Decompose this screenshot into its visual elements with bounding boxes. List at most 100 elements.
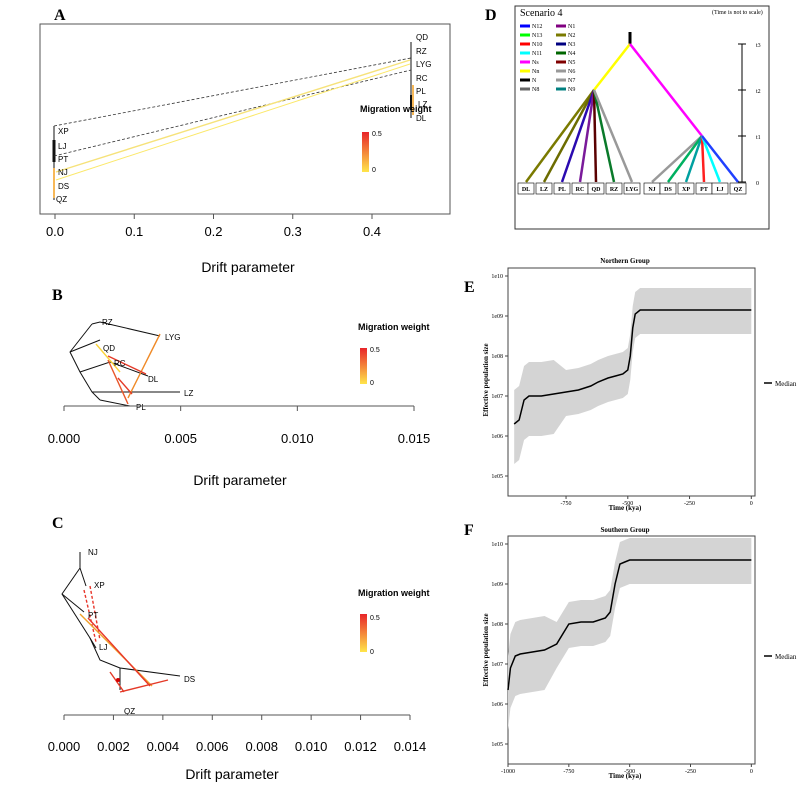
x-tick-label: -250 <box>684 501 695 507</box>
migration-legend-title: Migration weight <box>360 104 432 114</box>
x-axis-label: Drift parameter <box>201 259 295 275</box>
y-tick-label: 1e08 <box>491 354 503 360</box>
leaf-box <box>535 182 553 195</box>
panel-f: F Southern Group Effective population si… <box>464 522 797 780</box>
legend-label: N6 <box>568 69 575 75</box>
tip-label: QD <box>103 344 115 353</box>
tip-label: PL <box>416 87 426 96</box>
y-tick-label: 1e07 <box>491 662 503 668</box>
panel-d: D Scenario 4 (Time is not to scale) N12 N… <box>485 5 770 230</box>
x-tick-label: 0.012 <box>344 739 377 754</box>
leaf-label: DS <box>664 187 672 193</box>
leaf-box <box>659 182 677 195</box>
x-tick-label: 0.1 <box>125 224 143 239</box>
x-tick-label: 0 <box>750 501 753 507</box>
leaf-box <box>587 182 605 195</box>
migration-color-bar <box>360 614 367 652</box>
panel-c-x-axis: 0.000 0.002 0.004 0.006 0.008 0.010 0.012 0.014… <box>48 714 427 782</box>
leaf-label: LZ <box>540 187 548 193</box>
scenario-title: Scenario 4 <box>520 8 563 19</box>
x-tick-label: 0.0 <box>46 224 64 239</box>
migration-max: 0.5 <box>372 131 382 138</box>
panel-a-x-axis: 0.0 0.1 0.2 0.3 0.4 Drift parameter <box>40 213 450 275</box>
y-axis-label: Effective population size <box>482 343 490 416</box>
panel-b-migration-edges <box>95 333 161 405</box>
panel-d-tree <box>524 32 739 183</box>
panel-b-tree <box>69 321 180 407</box>
legend-label: Ns <box>532 60 539 66</box>
median-line <box>507 559 752 691</box>
leaf-label: LYG <box>626 187 639 193</box>
time-tick: t1 <box>756 135 761 141</box>
tip-label: LYG <box>416 60 431 69</box>
x-tick-label: 0.014 <box>394 739 427 754</box>
x-tick-label: 0.008 <box>245 739 278 754</box>
x-tick-label: 0.006 <box>196 739 229 754</box>
hpd-interval-band <box>508 538 752 730</box>
x-tick-label: 0.002 <box>97 739 130 754</box>
legend-label: N13 <box>532 33 542 39</box>
x-tick-label: 0.004 <box>147 739 180 754</box>
legend-label: N2 <box>568 33 575 39</box>
y-axis-label: Effective population size <box>482 613 490 686</box>
hpd-interval-band <box>514 288 752 464</box>
time-tick: t3 <box>756 43 761 49</box>
x-tick-label: 0.000 <box>48 431 81 446</box>
time-tick: t2 <box>756 89 761 95</box>
x-tick-label: 0 <box>750 769 753 775</box>
leaf-label: XP <box>682 187 690 193</box>
leaf-label: LJ <box>716 187 723 193</box>
x-axis-label: Drift parameter <box>185 766 279 782</box>
time-tick: 0 <box>756 181 759 187</box>
panel-f-label: F <box>464 522 474 539</box>
migration-max: 0.5 <box>370 347 380 354</box>
legend-label: N3 <box>568 42 575 48</box>
tip-label: QZ <box>56 195 67 204</box>
legend-label: N12 <box>532 24 542 30</box>
legend-label: N1 <box>568 24 575 30</box>
panel-c-migration-edges <box>79 585 169 693</box>
legend-label: N9 <box>568 87 575 93</box>
legend-label: N11 <box>532 51 542 57</box>
y-tick-label: 1e06 <box>491 434 503 440</box>
x-tick-label: 0.000 <box>48 739 81 754</box>
tip-label: DS <box>58 182 69 191</box>
y-tick-label: 1e09 <box>491 582 503 588</box>
panel-e-frame <box>507 267 756 497</box>
x-tick-label: 0.015 <box>398 431 431 446</box>
panel-b: B RZ LYG QD RC DL LZ PL Migration weight <box>48 287 431 488</box>
panel-b-migration-legend: Migration weight 0.5 0 <box>358 322 430 387</box>
y-tick-label: 1e07 <box>491 394 503 400</box>
legend-label: N8 <box>532 87 539 93</box>
panel-c: C NJ XP PT LJ DS QZ Migration weig <box>48 515 430 782</box>
x-tick-label: 0.3 <box>284 224 302 239</box>
panel-e-label: E <box>464 279 475 296</box>
x-tick-label: -500 <box>624 769 635 775</box>
panel-a: A XP LJ PT NJ DS QZ QD RZ LYG RC <box>39 7 451 275</box>
legend-label: N4 <box>568 51 575 57</box>
legend-label: N7 <box>568 78 575 84</box>
scale-note: (Time is not to scale) <box>712 9 763 16</box>
leaf-box <box>711 182 729 195</box>
panel-d-label: D <box>485 7 497 24</box>
tip-label: QD <box>416 33 428 42</box>
panel-d-legend: N12 N1 N13 N2 N10 N3 N11 N4 Ns N5 Nn N6 N N7 N8 N9 <box>520 24 575 93</box>
tip-label: LZ <box>418 100 427 109</box>
leaf-box <box>729 182 747 195</box>
tip-label: PT <box>58 155 68 164</box>
legend-label: N10 <box>532 42 542 48</box>
panel-f-frame <box>507 535 756 765</box>
tip-label: DS <box>184 675 195 684</box>
legend-median-label: Median <box>775 653 797 661</box>
panel-f-plot: 1e10 1e09 1e08 1e07 1e06 1e05 -1000 -750 -500 -25… <box>491 538 753 775</box>
panel-d-leaves: DL LZ PL RC QD RZ LYG NJ DS XP PT LJ QZ <box>517 182 747 195</box>
legend-label: Nn <box>532 69 539 75</box>
legend-label: N <box>532 78 537 84</box>
legend-label: N5 <box>568 60 575 66</box>
x-tick-label: -500 <box>622 501 633 507</box>
x-tick-label: -250 <box>685 769 696 775</box>
leaf-label: QZ <box>734 187 743 193</box>
panel-c-label: C <box>52 515 64 532</box>
tip-label: LZ <box>184 389 193 398</box>
